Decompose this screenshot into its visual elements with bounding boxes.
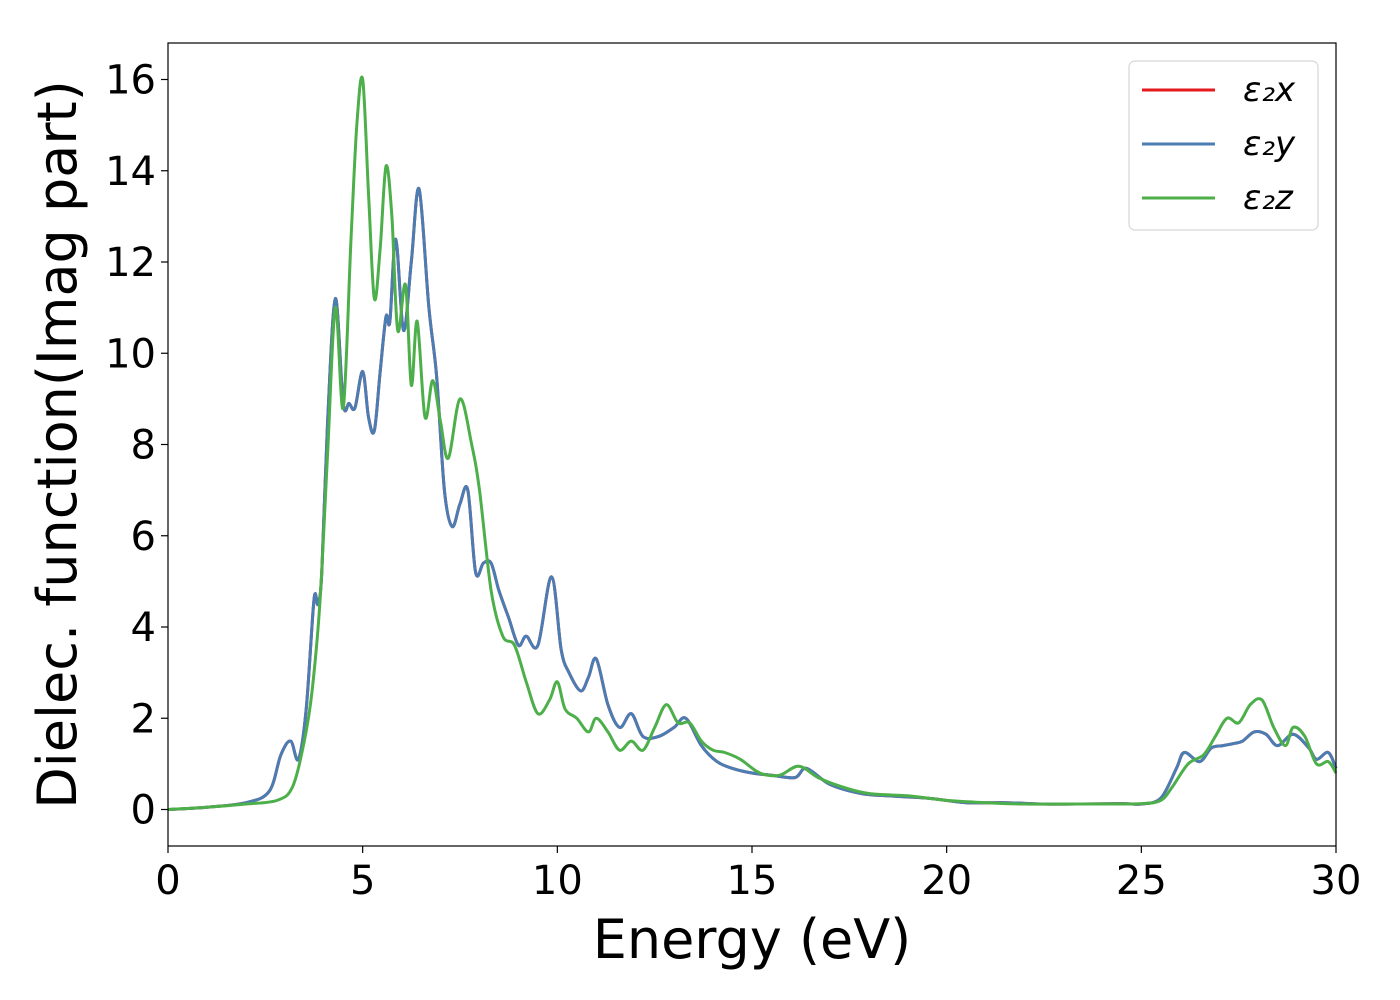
legend: ε₂x ε₂y ε₂z (1128, 60, 1319, 231)
x-tick-label: 25 (1116, 858, 1167, 904)
y-tick-label: 14 (105, 149, 156, 195)
ticks-layer: 0 5 10 15 20 25 30 0 2 4 6 8 10 12 14 16 (105, 58, 1361, 905)
y-tick-label: 8 (131, 423, 156, 469)
x-tick-label: 30 (1311, 858, 1362, 904)
x-axis-label: Energy (eV) (593, 908, 912, 971)
y-tick-label: 12 (105, 240, 156, 286)
legend-box (1128, 60, 1319, 231)
legend-label-3: ε₂z (1243, 178, 1294, 218)
series-line-3 (167, 75, 1338, 811)
x-tick-label: 15 (727, 858, 778, 904)
series-line-1 (167, 187, 1338, 811)
series-layer (167, 75, 1338, 811)
x-tick-label: 5 (350, 858, 375, 904)
y-tick-label: 0 (131, 788, 156, 834)
series-line-2 (167, 187, 1338, 811)
x-tick-label: 10 (532, 858, 583, 904)
y-tick-label: 4 (131, 605, 156, 651)
legend-label-1: ε₂x (1243, 70, 1296, 110)
x-tick-label: 0 (155, 858, 180, 904)
y-axis-label: Dielec. function(Imag part) (26, 80, 89, 809)
y-tick-label: 6 (131, 514, 156, 560)
y-tick-label: 2 (131, 696, 156, 742)
y-tick-label: 10 (105, 331, 156, 377)
legend-label-2: ε₂y (1243, 124, 1296, 164)
x-tick-label: 20 (921, 858, 972, 904)
y-tick-label: 16 (105, 58, 156, 104)
